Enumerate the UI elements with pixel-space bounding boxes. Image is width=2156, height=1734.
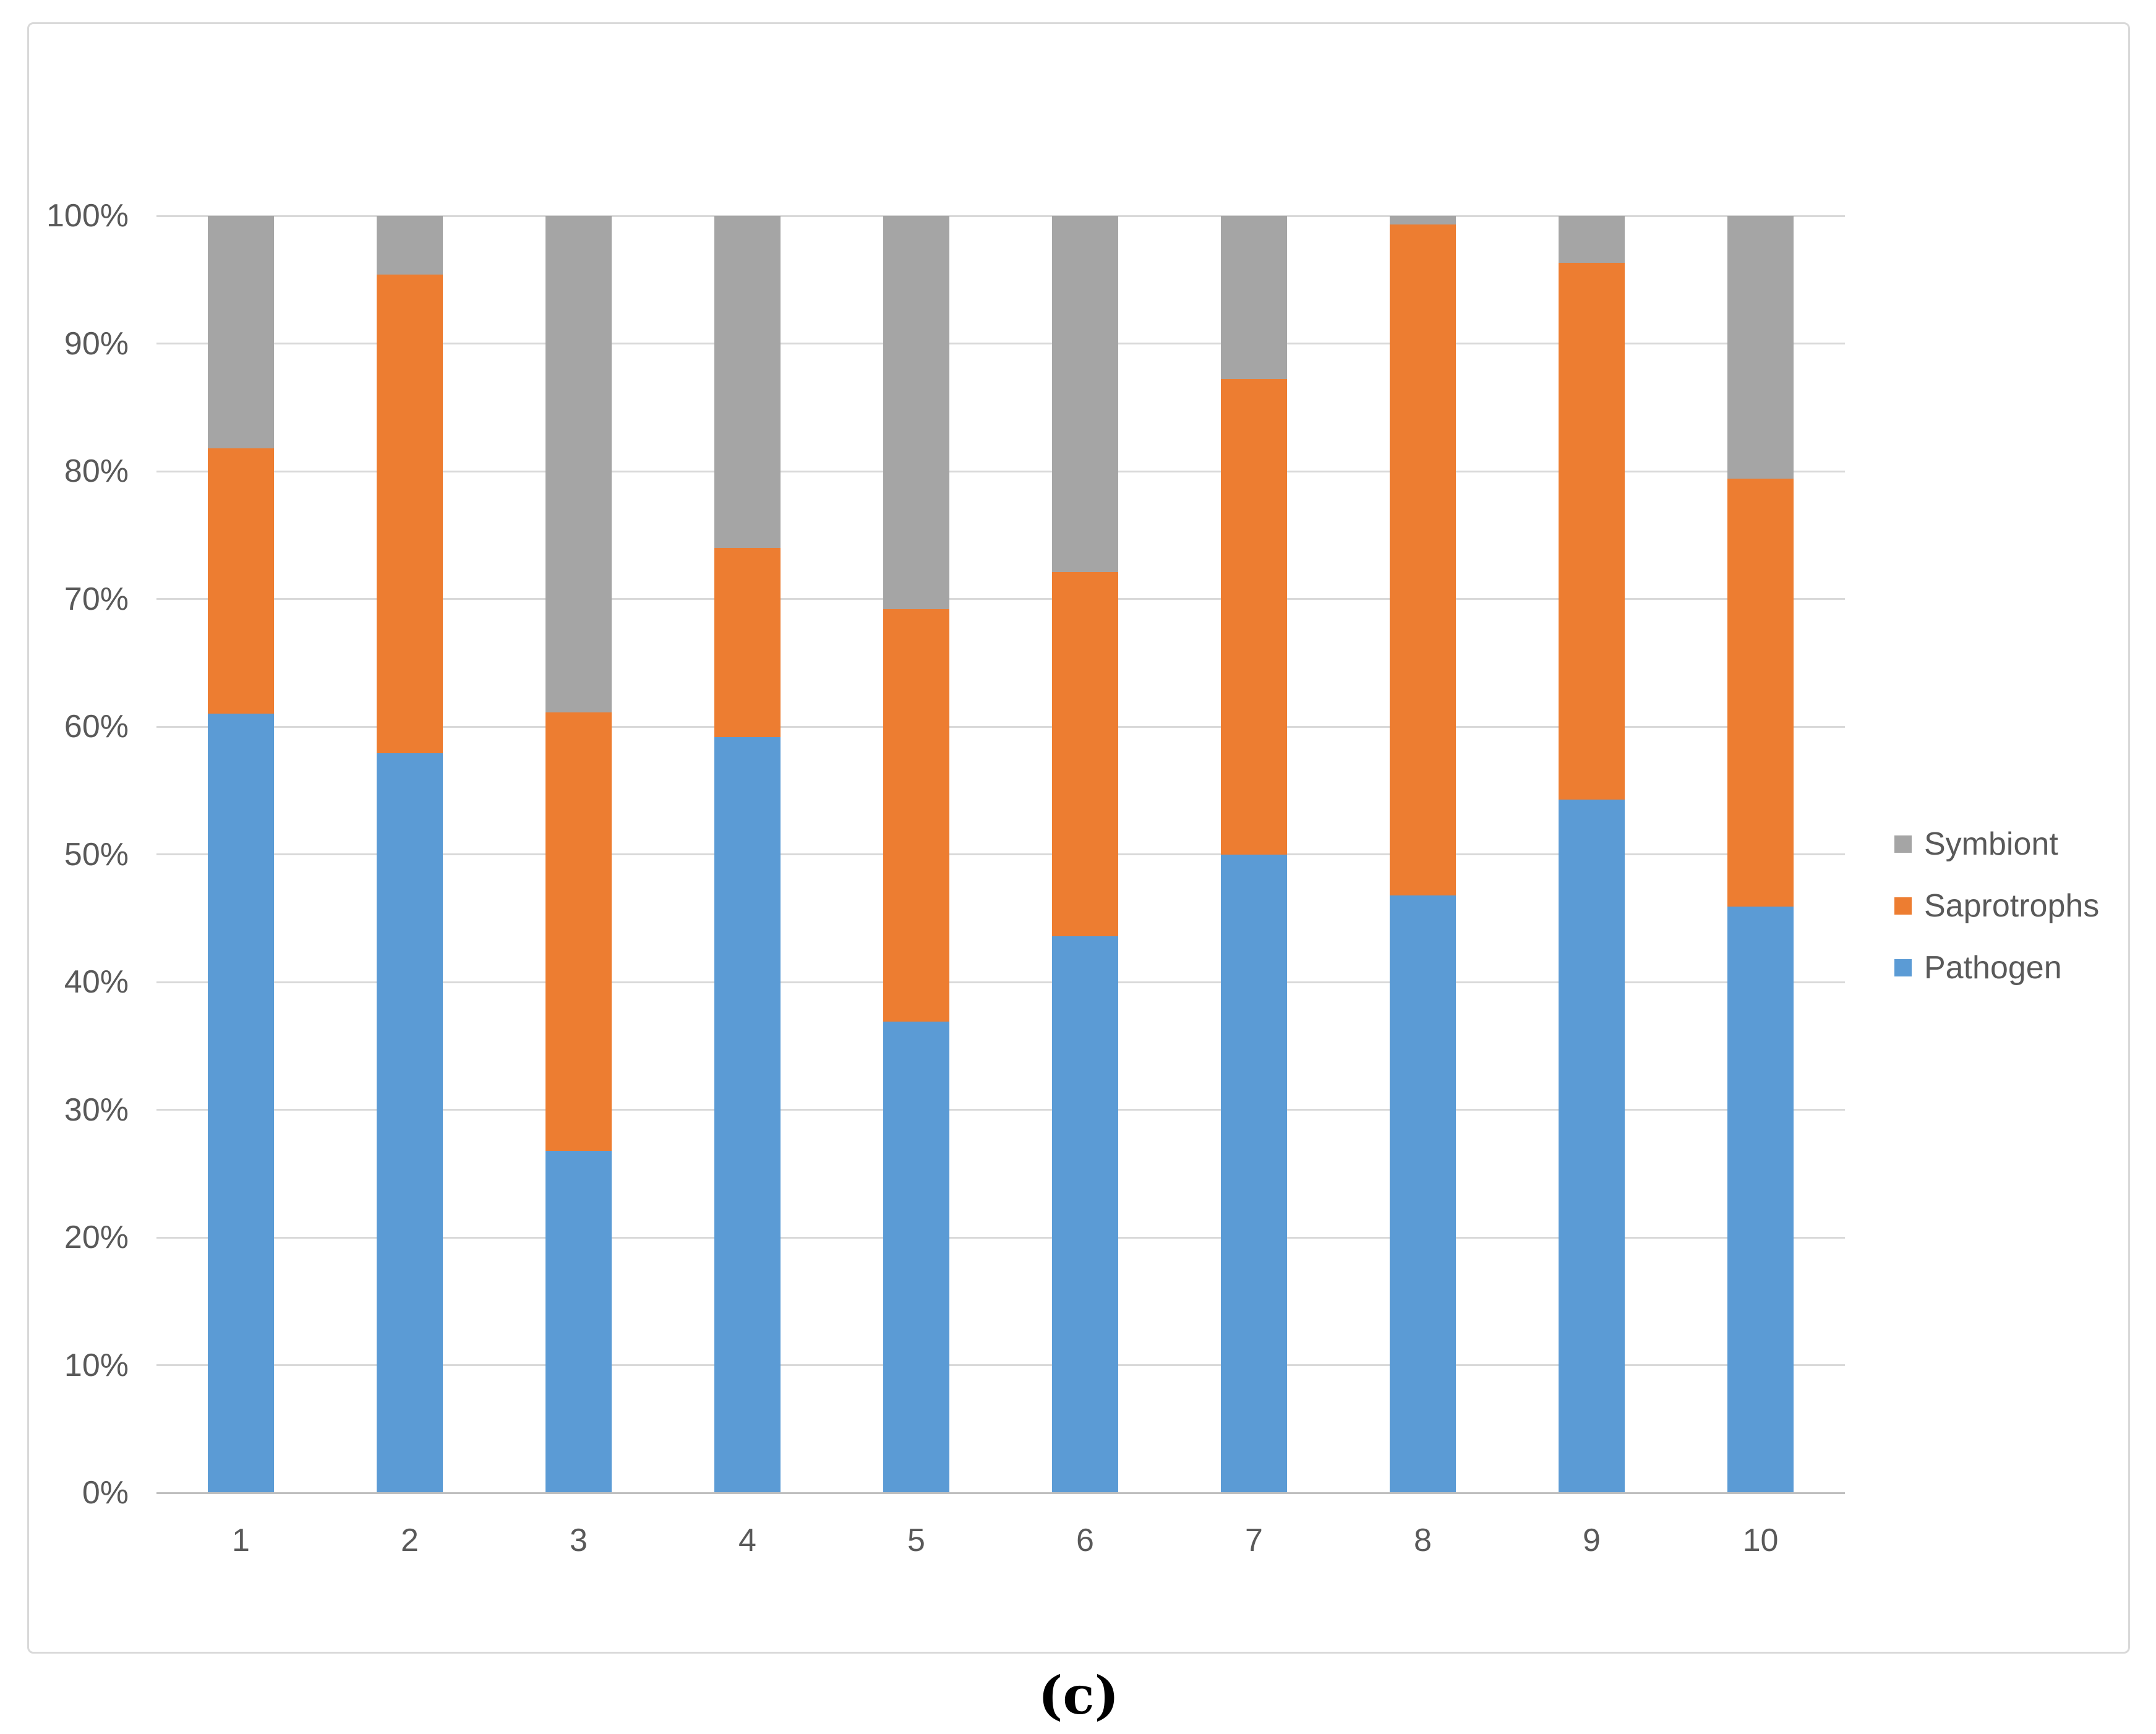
bar-segment-saprotrophs: [883, 609, 949, 1022]
gridline: [156, 343, 1845, 344]
bar-segment-saprotrophs: [1221, 379, 1287, 855]
gridline: [156, 598, 1845, 600]
y-tick-label: 50%: [64, 836, 129, 873]
stacked-bar-chart: Symbiont Saprotrophs Pathogen 0% 10% 20% 30% 4…: [27, 22, 2130, 1654]
legend-swatch-saprotrophs: [1894, 897, 1912, 915]
y-tick-label: 60%: [64, 709, 129, 745]
bar-segment-symbiont: [1559, 216, 1625, 263]
legend-swatch-symbiont: [1894, 835, 1912, 853]
y-tick-label: 80%: [64, 453, 129, 489]
bar: [1221, 216, 1287, 1493]
y-tick-label: 10%: [64, 1347, 129, 1383]
x-tick-label: 6: [1076, 1523, 1094, 1558]
bar-segment-pathogen: [1559, 799, 1625, 1493]
x-tick-label: 2: [401, 1523, 419, 1558]
bar-segment-symbiont: [1221, 216, 1287, 380]
figure-caption: (c): [1038, 1665, 1119, 1726]
y-tick-label: 30%: [64, 1091, 129, 1128]
plot-area: [156, 215, 1845, 1494]
x-tick-label: 8: [1414, 1523, 1432, 1558]
y-tick-label: 70%: [64, 581, 129, 617]
legend-label: Pathogen: [1924, 950, 2062, 986]
bar-segment-symbiont: [1390, 216, 1456, 225]
bar: [208, 216, 274, 1493]
gridline: [156, 1236, 1845, 1239]
bar-segment-symbiont: [883, 216, 949, 610]
x-tick-label: 5: [907, 1523, 925, 1558]
legend-item-pathogen: Pathogen: [1894, 950, 2099, 985]
bar-segment-pathogen: [1390, 895, 1456, 1493]
bar-segment-saprotrophs: [377, 275, 443, 754]
legend-swatch-pathogen: [1894, 959, 1912, 976]
bar-segment-saprotrophs: [208, 448, 274, 714]
bar: [377, 216, 443, 1493]
bar-segment-pathogen: [208, 714, 274, 1493]
y-tick-label: 20%: [64, 1219, 129, 1255]
gridline: [156, 470, 1845, 472]
bar-segment-symbiont: [545, 216, 612, 713]
legend-label: Saprotrophs: [1924, 888, 2100, 924]
bar-segment-pathogen: [377, 753, 443, 1493]
x-tick-label: 4: [738, 1523, 756, 1558]
bar-segment-saprotrophs: [1559, 263, 1625, 800]
bar-segment-pathogen: [1221, 854, 1287, 1493]
gridline: [156, 853, 1845, 855]
gridline: [156, 1364, 1845, 1366]
bar-segment-saprotrophs: [545, 712, 612, 1151]
bar: [545, 216, 612, 1493]
bar-segment-pathogen: [545, 1150, 612, 1493]
x-tick-label: 7: [1245, 1523, 1263, 1558]
bar-segment-saprotrophs: [1052, 572, 1118, 936]
gridline: [156, 981, 1845, 983]
x-tick-label: 10: [1742, 1523, 1779, 1558]
bar-segment-pathogen: [1727, 907, 1794, 1493]
y-tick-label: 40%: [64, 964, 129, 1000]
bar-segment-pathogen: [1052, 936, 1118, 1493]
y-tick-label: 0%: [82, 1475, 129, 1511]
gridline: [156, 725, 1845, 728]
bar-segment-pathogen: [883, 1022, 949, 1493]
gridline: [156, 215, 1845, 217]
bar-segment-saprotrophs: [1727, 479, 1794, 907]
x-tick-label: 3: [570, 1523, 588, 1558]
bar-segment-symbiont: [208, 216, 274, 448]
bar-segment-symbiont: [377, 216, 443, 275]
legend-label: Symbiont: [1924, 826, 2058, 862]
bar-segment-symbiont: [714, 216, 781, 548]
x-tick-label: 1: [232, 1523, 250, 1558]
bar: [883, 216, 949, 1493]
bar: [714, 216, 781, 1493]
bar: [1052, 216, 1118, 1493]
x-tick-label: 9: [1583, 1523, 1601, 1558]
chart-legend: Symbiont Saprotrophs Pathogen: [1894, 827, 2099, 1012]
y-tick-label: 100%: [46, 198, 129, 234]
bar-segment-symbiont: [1727, 216, 1794, 479]
bar: [1727, 216, 1794, 1493]
bar-segment-symbiont: [1052, 216, 1118, 573]
bar-segment-saprotrophs: [1390, 224, 1456, 895]
bar-segment-saprotrophs: [714, 547, 781, 737]
x-axis-line: [156, 1492, 1845, 1494]
legend-item-saprotrophs: Saprotrophs: [1894, 889, 2099, 923]
bar-segment-pathogen: [714, 737, 781, 1493]
bar: [1390, 216, 1456, 1493]
y-tick-label: 90%: [64, 325, 129, 362]
gridline: [156, 1109, 1845, 1111]
bar: [1559, 216, 1625, 1493]
legend-item-symbiont: Symbiont: [1894, 827, 2099, 861]
